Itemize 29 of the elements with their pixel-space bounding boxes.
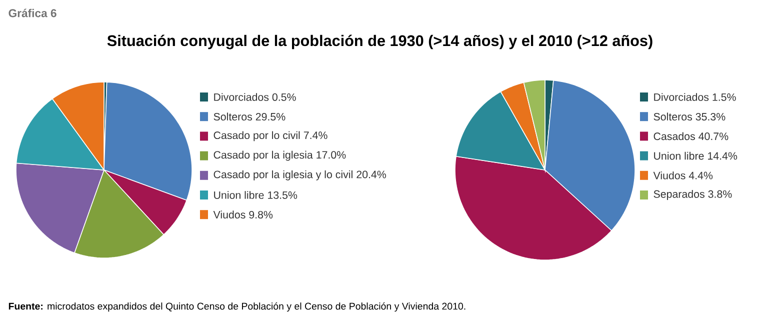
- legend-label: Viudos: [213, 210, 246, 219]
- data-label: 3.8%: [708, 190, 732, 198]
- legend-label: Casados: [654, 132, 695, 140]
- data-label: 7.4%: [304, 132, 328, 140]
- legend-label: Casado por la iglesia y lo civil: [214, 170, 352, 180]
- data-label: 17.0%: [316, 151, 346, 159]
- data-label: 40.7%: [698, 132, 728, 140]
- data-label: 13.5%: [268, 191, 298, 199]
- legend-label: Union libre: [214, 191, 264, 199]
- data-label: 29.5%: [256, 112, 286, 121]
- chart-title: Situación conyugal de la población de 1930 (>14 años) y el 2010 (>12 años): [107, 34, 652, 50]
- legend-label: Separados: [654, 190, 704, 200]
- data-label: 20.4%: [356, 170, 386, 178]
- legend-label: Casado por lo civil: [214, 131, 300, 142]
- legend-label: Divorciados: [214, 93, 269, 101]
- legend-label: Viudos: [653, 171, 686, 180]
- legend-label: Divorciados: [654, 93, 709, 101]
- legend-label: Casado por la iglesia: [214, 150, 313, 161]
- legend-label: Union libre: [654, 152, 704, 160]
- data-label: 9.8%: [249, 210, 273, 219]
- data-label: 4.4%: [688, 172, 713, 180]
- data-label: 14.4%: [708, 152, 738, 160]
- text: Gráfica 6: [8, 8, 56, 18]
- legend-label: Solteros: [214, 112, 252, 121]
- data-label: 35.3%: [696, 112, 726, 121]
- data-label: 1.5%: [712, 93, 736, 101]
- data-label: 0.5%: [272, 93, 296, 101]
- legend-label: Solteros: [654, 112, 692, 121]
- text: Fuente: microdatos expandidos del Quinto Censo de Población y el Censo de Población y Vivienda 2010.: [8, 302, 466, 312]
